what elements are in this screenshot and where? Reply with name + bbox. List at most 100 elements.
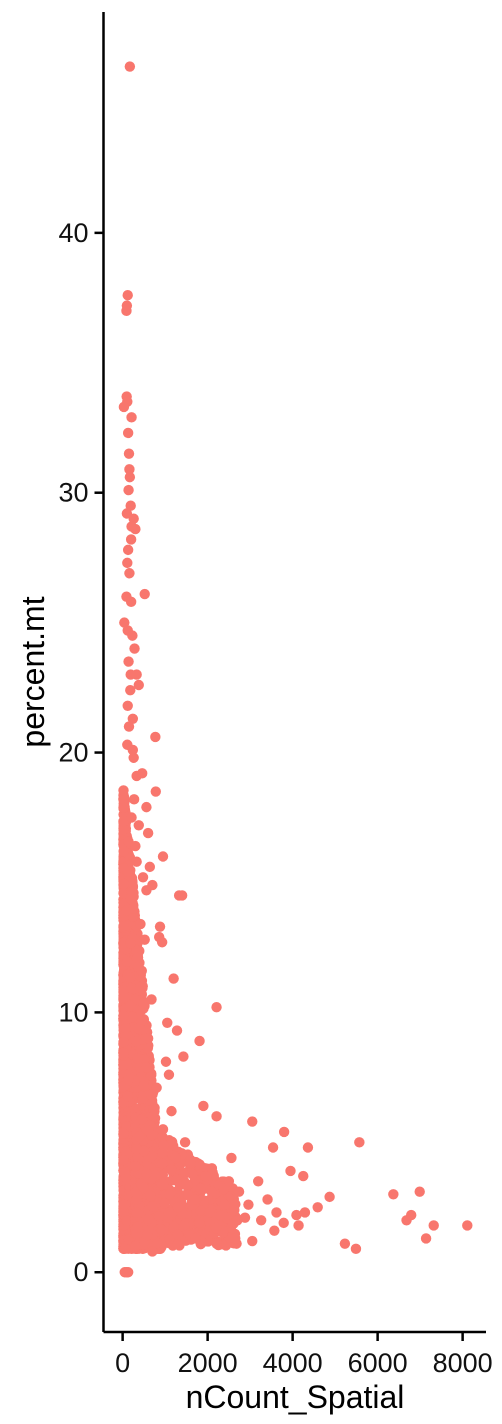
data-point	[145, 1190, 156, 1202]
data-point	[118, 1154, 129, 1166]
data-point	[131, 856, 142, 867]
data-point	[420, 1233, 432, 1244]
data-point	[414, 1186, 425, 1197]
data-point	[123, 721, 135, 732]
data-point	[122, 1091, 134, 1102]
data-point	[285, 1165, 296, 1177]
data-point	[125, 596, 137, 608]
data-point	[152, 1237, 163, 1249]
data-point	[178, 1051, 189, 1062]
data-point	[253, 1176, 264, 1187]
data-point	[131, 1143, 142, 1155]
data-point	[142, 1125, 154, 1136]
data-point	[135, 918, 146, 930]
data-point	[142, 1229, 153, 1241]
data-point	[121, 956, 133, 967]
data-point	[130, 523, 141, 535]
data-point	[124, 568, 135, 579]
data-point	[125, 684, 136, 696]
y-tick-label: 30	[58, 478, 88, 508]
data-point	[147, 1246, 158, 1257]
data-point	[138, 1092, 149, 1104]
data-point	[462, 1220, 473, 1231]
data-point	[128, 513, 139, 524]
data-point	[130, 840, 141, 852]
data-point	[163, 1069, 175, 1080]
data-point	[122, 290, 133, 301]
data-point	[193, 1217, 205, 1229]
data-point	[119, 1199, 130, 1210]
data-point	[198, 1100, 209, 1112]
data-point	[127, 744, 139, 756]
data-point	[158, 1140, 169, 1151]
data-point	[139, 588, 150, 600]
data-point	[154, 921, 166, 932]
data-point	[118, 920, 129, 932]
data-point	[160, 1056, 172, 1067]
data-point	[142, 1033, 154, 1044]
data-point	[176, 890, 188, 901]
data-point	[118, 802, 129, 813]
data-point	[153, 1211, 165, 1222]
data-point	[123, 448, 135, 459]
data-point	[138, 998, 149, 1009]
data-point	[124, 972, 136, 983]
data-point	[119, 992, 130, 1003]
data-point	[172, 1239, 183, 1250]
data-point	[312, 1202, 323, 1213]
data-point	[232, 1215, 243, 1226]
data-point	[278, 1126, 290, 1138]
data-point	[120, 1243, 131, 1254]
data-point	[118, 1047, 129, 1059]
x-tick-label: 8000	[433, 1348, 493, 1378]
data-point	[128, 752, 139, 763]
data-point	[171, 1025, 183, 1036]
data-point	[211, 1002, 222, 1013]
data-point	[146, 1070, 157, 1081]
data-point	[247, 1116, 258, 1127]
data-point	[247, 1235, 258, 1247]
data-point	[138, 1182, 149, 1193]
data-point	[122, 1267, 134, 1278]
data-point	[118, 823, 129, 835]
data-point	[159, 1197, 170, 1209]
data-point	[127, 713, 139, 724]
data-point	[130, 1161, 141, 1172]
data-point	[136, 1114, 148, 1125]
data-point	[132, 1221, 143, 1233]
data-point	[151, 1082, 162, 1093]
data-point	[127, 1011, 138, 1023]
data-point	[125, 500, 136, 511]
data-point	[156, 937, 168, 948]
ticks-layer: 0 2000 4000 6000 8000 0 10 20 30 40	[58, 218, 492, 1378]
data-point	[141, 801, 152, 813]
data-point	[150, 786, 161, 797]
data-point	[162, 1017, 173, 1028]
data-point	[141, 885, 152, 896]
data-point	[136, 965, 147, 977]
data-point	[185, 1157, 196, 1169]
data-point	[118, 816, 129, 827]
data-point	[118, 846, 129, 857]
data-point	[133, 1023, 144, 1034]
data-point	[144, 861, 156, 873]
y-tick-label: 40	[58, 218, 88, 248]
data-point	[206, 1163, 218, 1174]
data-point	[299, 1207, 311, 1218]
data-point	[122, 866, 134, 877]
data-point	[125, 669, 136, 680]
data-point	[128, 903, 139, 914]
data-point	[125, 534, 137, 545]
data-point	[124, 61, 136, 72]
data-point	[124, 1000, 136, 1012]
data-point	[125, 937, 136, 949]
data-point	[262, 1194, 273, 1205]
data-point	[172, 1202, 184, 1213]
data-point	[388, 1189, 399, 1200]
data-point	[131, 770, 142, 782]
data-point	[195, 1183, 206, 1194]
data-point	[143, 1213, 154, 1225]
data-point	[128, 794, 140, 805]
data-point	[428, 1220, 439, 1231]
data-point	[298, 1170, 309, 1182]
